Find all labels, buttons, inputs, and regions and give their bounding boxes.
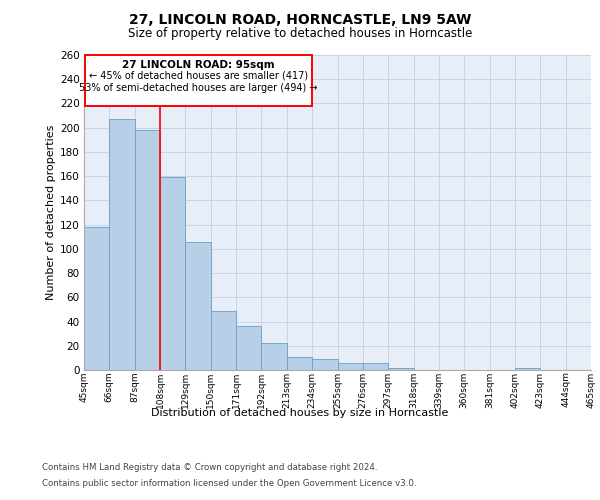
Bar: [109, 119, 135, 370]
Text: ← 45% of detached houses are smaller (417): ← 45% of detached houses are smaller (41…: [89, 70, 308, 81]
Text: 53% of semi-detached houses are larger (494) →: 53% of semi-detached houses are larger (…: [79, 83, 318, 93]
Bar: [185, 242, 211, 370]
Bar: [84, 227, 109, 370]
Bar: [388, 368, 413, 370]
Bar: [287, 356, 312, 370]
Bar: [236, 326, 262, 370]
FancyBboxPatch shape: [85, 55, 312, 106]
Y-axis label: Number of detached properties: Number of detached properties: [46, 125, 56, 300]
Bar: [363, 362, 388, 370]
Bar: [515, 368, 541, 370]
Bar: [160, 178, 185, 370]
Text: Distribution of detached houses by size in Horncastle: Distribution of detached houses by size …: [151, 408, 449, 418]
Bar: [211, 310, 236, 370]
Bar: [312, 359, 338, 370]
Bar: [262, 344, 287, 370]
Text: 27 LINCOLN ROAD: 95sqm: 27 LINCOLN ROAD: 95sqm: [122, 60, 275, 70]
Text: Contains HM Land Registry data © Crown copyright and database right 2024.: Contains HM Land Registry data © Crown c…: [42, 462, 377, 471]
Text: Size of property relative to detached houses in Horncastle: Size of property relative to detached ho…: [128, 28, 472, 40]
Bar: [135, 130, 160, 370]
Text: Contains public sector information licensed under the Open Government Licence v3: Contains public sector information licen…: [42, 479, 416, 488]
Text: 27, LINCOLN ROAD, HORNCASTLE, LN9 5AW: 27, LINCOLN ROAD, HORNCASTLE, LN9 5AW: [129, 12, 471, 26]
Bar: [337, 362, 363, 370]
